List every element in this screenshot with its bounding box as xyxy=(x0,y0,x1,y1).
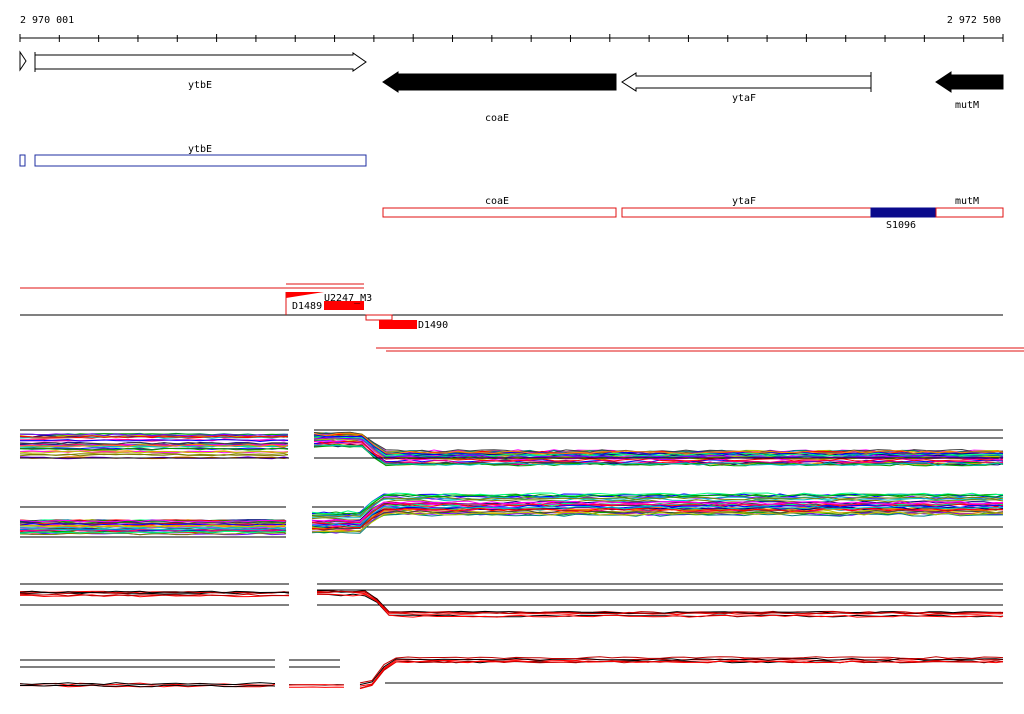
panel3-line xyxy=(19,593,290,597)
panel2-line xyxy=(311,507,1004,530)
regulatory-feature-label: S1096 xyxy=(886,220,916,231)
gene-label-ytbE: ytbE xyxy=(188,80,212,91)
panel1-line xyxy=(313,432,1004,454)
panel2-line xyxy=(311,512,1004,534)
panel3-line xyxy=(316,591,1004,616)
panel2-line xyxy=(19,530,287,534)
transcript-track-plus: ytbE xyxy=(19,144,367,167)
panel1-line xyxy=(313,444,1004,467)
panel2-line xyxy=(19,527,287,531)
panel2-line xyxy=(311,509,1004,531)
probe-label-D1489: D1489 xyxy=(292,301,322,312)
panel1-line xyxy=(19,447,289,451)
coordinate-ruler: 2 970 001 2 972 500 xyxy=(19,15,1004,42)
panel2-line xyxy=(19,521,287,525)
probe-connector-box xyxy=(365,314,393,321)
panel1-line xyxy=(19,453,289,457)
transcript-box-ytaF[interactable] xyxy=(621,207,872,218)
panel2-line xyxy=(311,505,1004,528)
panel2-line xyxy=(19,526,287,529)
ruler-ticks xyxy=(19,34,1004,42)
gene-arrow-coaE[interactable] xyxy=(382,71,617,93)
panel4-line xyxy=(19,682,276,686)
expression-profile-panels xyxy=(19,429,1004,690)
panel1-line xyxy=(19,439,289,443)
panel3-line xyxy=(316,593,1004,618)
probe-track: D1489 U2247_M3 D1490 xyxy=(20,283,1024,352)
ruler-end-label: 2 972 500 xyxy=(947,15,1001,26)
transcript-box-ytbE[interactable] xyxy=(34,154,367,167)
gene-fragment-arrow[interactable] xyxy=(19,50,27,72)
panel2-line xyxy=(19,524,287,528)
panel4-line xyxy=(20,684,276,688)
regulatory-feature-S1096[interactable] xyxy=(870,207,937,218)
panel4-line xyxy=(359,660,1004,689)
transcript-box-coaE[interactable] xyxy=(382,207,617,218)
panel2-line xyxy=(311,500,1004,522)
transcript-label-mutM: mutM xyxy=(955,196,979,207)
panel1-line xyxy=(313,432,1004,455)
panel1-line xyxy=(19,453,289,456)
ruler-start-label: 2 970 001 xyxy=(20,15,74,26)
panel2-line xyxy=(19,519,287,523)
transcript-label-coaE: coaE xyxy=(485,196,509,207)
panel3-line xyxy=(316,590,1004,615)
panel4-line xyxy=(359,660,1004,690)
panel3-line xyxy=(20,594,290,598)
panel3-line xyxy=(316,593,1004,618)
panel4-line xyxy=(359,660,1004,689)
probe-label-U2247_M3: U2247_M3 xyxy=(324,293,372,304)
transcript-label-ytaF: ytaF xyxy=(732,196,756,207)
panel3-line xyxy=(316,589,1004,614)
gene-arrow-ytaF[interactable] xyxy=(621,72,872,92)
panel4-line xyxy=(359,656,1004,684)
panel1-line xyxy=(19,443,289,447)
probe-D1489-wedge[interactable] xyxy=(286,292,324,298)
panel1-line xyxy=(19,441,289,445)
transcript-fragment-box[interactable] xyxy=(19,154,26,167)
gene-label-mutM: mutM xyxy=(955,100,979,111)
gene-arrow-ytbE[interactable] xyxy=(34,52,367,72)
panel2-line xyxy=(19,523,287,526)
panel1-line xyxy=(313,432,1004,454)
panel2-line xyxy=(19,519,287,523)
panel1-line xyxy=(313,444,1004,467)
gene-arrow-mutM[interactable] xyxy=(935,71,1004,93)
panel1-line xyxy=(19,433,289,437)
panel3-line xyxy=(316,589,1004,614)
gene-label-coaE: coaE xyxy=(485,113,509,124)
transcript-track-minus: coaE ytaF S1096 mutM xyxy=(382,196,1004,231)
panel1-line xyxy=(19,450,289,454)
probe-D1490[interactable] xyxy=(379,320,417,329)
panel2-line xyxy=(311,493,1004,516)
panel2-line xyxy=(311,511,1004,533)
transcript-label-ytbE: ytbE xyxy=(188,144,212,155)
gene-label-ytaF: ytaF xyxy=(732,93,756,104)
panel2-line xyxy=(311,501,1004,524)
panel2-line xyxy=(311,496,1004,518)
panel4-line xyxy=(359,657,1004,686)
transcript-box-mutM[interactable] xyxy=(935,207,1004,218)
panel3-line xyxy=(19,590,290,594)
panel2-line xyxy=(311,493,1004,516)
probe-U2247_M3[interactable] xyxy=(324,301,364,310)
probe-label-D1490: D1490 xyxy=(418,320,448,331)
panel1-line xyxy=(313,431,1004,453)
panel1-line xyxy=(19,435,289,439)
panel4-line xyxy=(288,684,345,686)
gene-track: ytbE coaE ytaF mutM xyxy=(19,50,1004,124)
